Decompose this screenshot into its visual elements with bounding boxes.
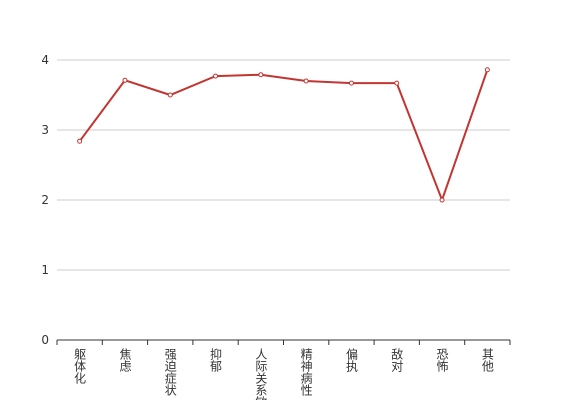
- line: [78, 69, 489, 203]
- x-tick-label: 恐怖: [435, 348, 449, 372]
- point: [77, 138, 83, 144]
- point: [122, 77, 128, 83]
- point: [303, 78, 309, 84]
- y-tick-label: 1: [41, 263, 49, 277]
- x-tick-label: 偏执: [344, 347, 358, 373]
- point: [439, 197, 445, 203]
- y-tick-label: 4: [41, 53, 49, 67]
- x-tick-label: 焦虑: [118, 348, 132, 372]
- point: [394, 80, 400, 86]
- x-tick-label: 强迫症状: [163, 348, 177, 396]
- x-tick-label: 敌对: [390, 347, 404, 372]
- point: [258, 72, 264, 78]
- point: [484, 67, 490, 73]
- x-tick-label: 抑郁: [209, 347, 223, 373]
- y-tick-label: 0: [41, 333, 49, 347]
- x-tick-label: 人际关系敏感: [254, 348, 268, 400]
- y-tick-label: 2: [41, 193, 49, 207]
- point: [348, 80, 354, 86]
- x-tick-label: 其他: [480, 348, 494, 372]
- x-tick-label: 精神病性: [299, 348, 313, 397]
- point: [167, 92, 173, 98]
- y-tick-label: 3: [41, 123, 49, 137]
- x-tick-label: 躯体化: [73, 347, 87, 385]
- point: [213, 73, 219, 79]
